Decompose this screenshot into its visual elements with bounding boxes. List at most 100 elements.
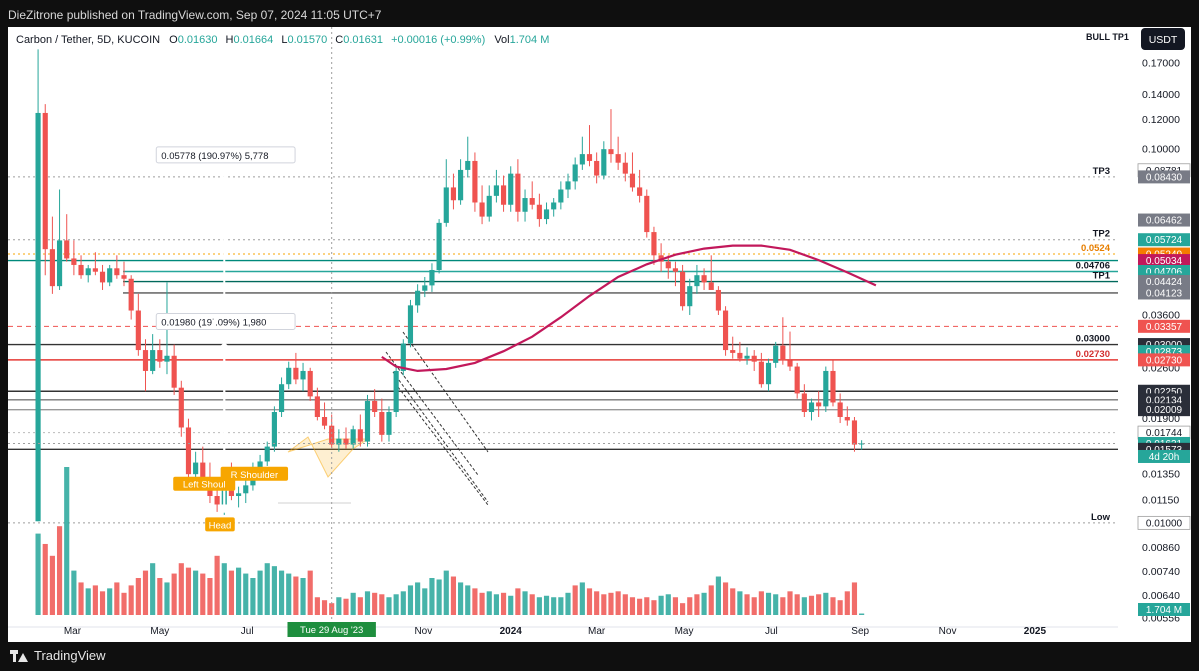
level-label-2: 0.0524 bbox=[1081, 243, 1111, 254]
volume-bar-17 bbox=[157, 578, 163, 615]
volume-bar-110 bbox=[823, 592, 829, 615]
candle-body-12 bbox=[121, 275, 127, 279]
price-tag-8: 0.04424 bbox=[1146, 277, 1183, 288]
volume-bar-69 bbox=[529, 594, 535, 615]
candle-body-25 bbox=[214, 496, 220, 505]
volume-bar-61 bbox=[472, 588, 478, 615]
bull-tp1-label: BULL TP1 bbox=[1086, 32, 1129, 42]
price-tag-box-3 bbox=[1138, 233, 1190, 247]
candle-body-83 bbox=[629, 173, 636, 188]
price-tag-15: 0.02134 bbox=[1146, 395, 1183, 406]
volume-bar-10 bbox=[107, 588, 113, 615]
volume-bar-97 bbox=[730, 588, 736, 615]
volume-bar-2 bbox=[49, 555, 55, 615]
volume-bar-90 bbox=[680, 603, 686, 615]
candle-body-48 bbox=[379, 412, 385, 435]
candle-body-103 bbox=[773, 345, 779, 363]
volume-bar-71 bbox=[543, 595, 550, 615]
volume-bar-24 bbox=[207, 578, 213, 615]
candle-body-58 bbox=[450, 187, 457, 201]
candle-body-18 bbox=[164, 355, 170, 362]
price-tag-6: 0.04706 bbox=[1146, 267, 1183, 278]
y-tick-label-9: 0.00860 bbox=[1142, 542, 1180, 554]
volume-bar-23 bbox=[200, 573, 206, 615]
price-tag-box-8 bbox=[1138, 275, 1190, 289]
volume-bar-89 bbox=[672, 597, 679, 615]
candle-body-85 bbox=[644, 195, 650, 233]
candle-body-44 bbox=[350, 429, 356, 445]
candle-body-100 bbox=[751, 355, 757, 362]
candle-body-74 bbox=[565, 181, 571, 190]
y-tick-label-4: 0.03600 bbox=[1142, 309, 1180, 321]
volume-bar-50 bbox=[393, 594, 399, 615]
volume-bar-100 bbox=[751, 597, 757, 615]
price-chart[interactable]: TP3TP20.05240.04706TP10.030000.02730Low … bbox=[8, 27, 1191, 642]
candle-body-14 bbox=[135, 310, 141, 351]
volume-bar-41 bbox=[329, 603, 335, 615]
measure-text-0: 0.05778 (190.97%) 5,778 bbox=[161, 151, 268, 162]
candle-body-115 bbox=[859, 443, 865, 445]
tradingview-logo-icon bbox=[10, 649, 28, 662]
measure-box-0 bbox=[155, 146, 296, 164]
high-label: H bbox=[226, 34, 234, 46]
candle-body-47 bbox=[372, 400, 378, 413]
candle-body-16 bbox=[150, 350, 156, 371]
volume-bar-63 bbox=[486, 591, 492, 615]
candle-body-112 bbox=[837, 402, 843, 418]
price-tag-box-13 bbox=[1138, 353, 1190, 367]
volume-bar-70 bbox=[536, 597, 542, 615]
chart-panel[interactable]: TP3 TP2 0.0524 0.04706 TP1 0.03000 0.02730 Low … bbox=[8, 27, 1191, 642]
volume-bar-39 bbox=[314, 597, 320, 615]
volume-bar-33 bbox=[271, 566, 277, 615]
volume-tag: 1.704 M bbox=[1146, 605, 1182, 616]
price-tag-2: 0.06462 bbox=[1146, 216, 1183, 227]
candle-body-77 bbox=[586, 154, 593, 161]
price-tag-box-16 bbox=[1138, 403, 1190, 417]
candle-body-6 bbox=[78, 264, 84, 276]
volume-bar-115 bbox=[859, 613, 865, 615]
volume-bar-67 bbox=[515, 588, 521, 615]
candle-body-114 bbox=[851, 420, 858, 445]
volume-bar-54 bbox=[422, 588, 428, 615]
candle-body-80 bbox=[608, 149, 614, 155]
candle-body-40 bbox=[321, 417, 328, 426]
candle-body-97 bbox=[730, 350, 736, 353]
publish-line: DieZitrone published on TradingView.com,… bbox=[8, 8, 382, 22]
footer: TradingView bbox=[10, 648, 106, 663]
crosshair-date-label: Tue 29 Aug '23 bbox=[300, 625, 363, 636]
volume-bar-104 bbox=[780, 597, 786, 615]
volume-bar-74 bbox=[565, 592, 571, 615]
candle-body-91 bbox=[687, 286, 693, 307]
candle-body-27 bbox=[228, 490, 235, 497]
candle-body-59 bbox=[458, 169, 464, 201]
volume-bar-109 bbox=[816, 594, 822, 615]
candle-body-63 bbox=[486, 195, 492, 217]
price-tag-12: 0.02873 bbox=[1146, 347, 1183, 358]
candle-body-84 bbox=[637, 187, 643, 196]
candle-body-52 bbox=[407, 305, 414, 344]
candle-body-23 bbox=[200, 462, 206, 481]
volume-bar-57 bbox=[443, 570, 449, 615]
ma-layer bbox=[381, 244, 877, 373]
volume-bar-34 bbox=[278, 570, 285, 615]
volume-bar-78 bbox=[594, 591, 600, 615]
level-label-4: 0.04706 bbox=[1076, 261, 1110, 272]
volume-bar-18 bbox=[164, 582, 170, 615]
candle-body-90 bbox=[680, 271, 686, 307]
volume-bar-26 bbox=[221, 563, 227, 615]
volume-bar-59 bbox=[458, 582, 464, 615]
candle-body-28 bbox=[236, 493, 242, 497]
change-value: +0.00016 (+0.99%) bbox=[391, 34, 485, 46]
candle-body-106 bbox=[794, 366, 800, 394]
channel-line-4 bbox=[397, 386, 489, 506]
candle-body-2 bbox=[49, 249, 55, 287]
candle-body-82 bbox=[622, 162, 628, 174]
price-tag-9: 0.04123 bbox=[1146, 288, 1183, 299]
candle-body-94 bbox=[708, 282, 714, 290]
volume-bar-96 bbox=[722, 582, 729, 615]
currency-button[interactable] bbox=[1141, 28, 1185, 50]
candle-body-9 bbox=[99, 271, 106, 283]
candle-body-32 bbox=[264, 446, 270, 462]
volume-bar-6 bbox=[78, 582, 84, 615]
